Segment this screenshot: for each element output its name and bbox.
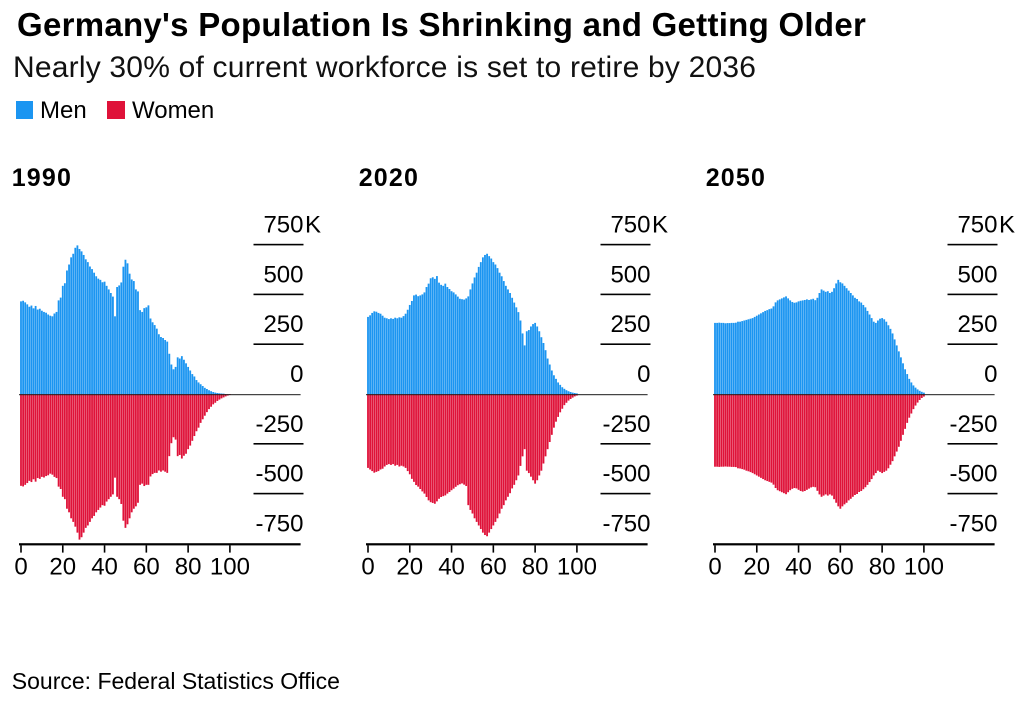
svg-text:40: 40 [438, 554, 465, 581]
svg-text:-250: -250 [602, 411, 650, 438]
svg-text:100: 100 [210, 554, 250, 581]
svg-text:100: 100 [557, 554, 597, 581]
svg-text:0: 0 [361, 554, 374, 581]
svg-text:60: 60 [133, 554, 160, 581]
svg-text:20: 20 [49, 554, 76, 581]
svg-text:500: 500 [610, 261, 650, 288]
svg-text:80: 80 [869, 554, 896, 581]
svg-text:-500: -500 [949, 461, 997, 488]
svg-text:20: 20 [743, 554, 770, 581]
svg-text:-750: -750 [255, 510, 303, 537]
svg-text:-750: -750 [949, 510, 997, 537]
svg-text:250: 250 [263, 311, 303, 338]
svg-text:250: 250 [610, 311, 650, 338]
svg-text:100: 100 [904, 554, 944, 581]
svg-text:40: 40 [785, 554, 812, 581]
svg-text:750: 750 [610, 212, 650, 239]
svg-text:80: 80 [522, 554, 549, 581]
svg-text:0: 0 [708, 554, 721, 581]
svg-text:500: 500 [263, 261, 303, 288]
svg-text:K: K [305, 212, 321, 239]
svg-text:0: 0 [637, 361, 650, 388]
svg-text:250: 250 [957, 311, 997, 338]
svg-text:K: K [652, 212, 668, 239]
svg-text:20: 20 [396, 554, 423, 581]
svg-text:750: 750 [263, 212, 303, 239]
svg-text:60: 60 [480, 554, 507, 581]
svg-text:60: 60 [827, 554, 854, 581]
svg-text:K: K [999, 212, 1015, 239]
svg-text:-500: -500 [255, 461, 303, 488]
svg-text:-250: -250 [949, 411, 997, 438]
svg-text:750: 750 [957, 212, 997, 239]
svg-text:0: 0 [984, 361, 997, 388]
svg-text:500: 500 [957, 261, 997, 288]
svg-text:0: 0 [290, 361, 303, 388]
svg-text:-500: -500 [602, 461, 650, 488]
svg-text:80: 80 [175, 554, 202, 581]
svg-text:40: 40 [91, 554, 118, 581]
svg-text:-750: -750 [602, 510, 650, 537]
svg-text:0: 0 [14, 554, 27, 581]
svg-text:-250: -250 [255, 411, 303, 438]
